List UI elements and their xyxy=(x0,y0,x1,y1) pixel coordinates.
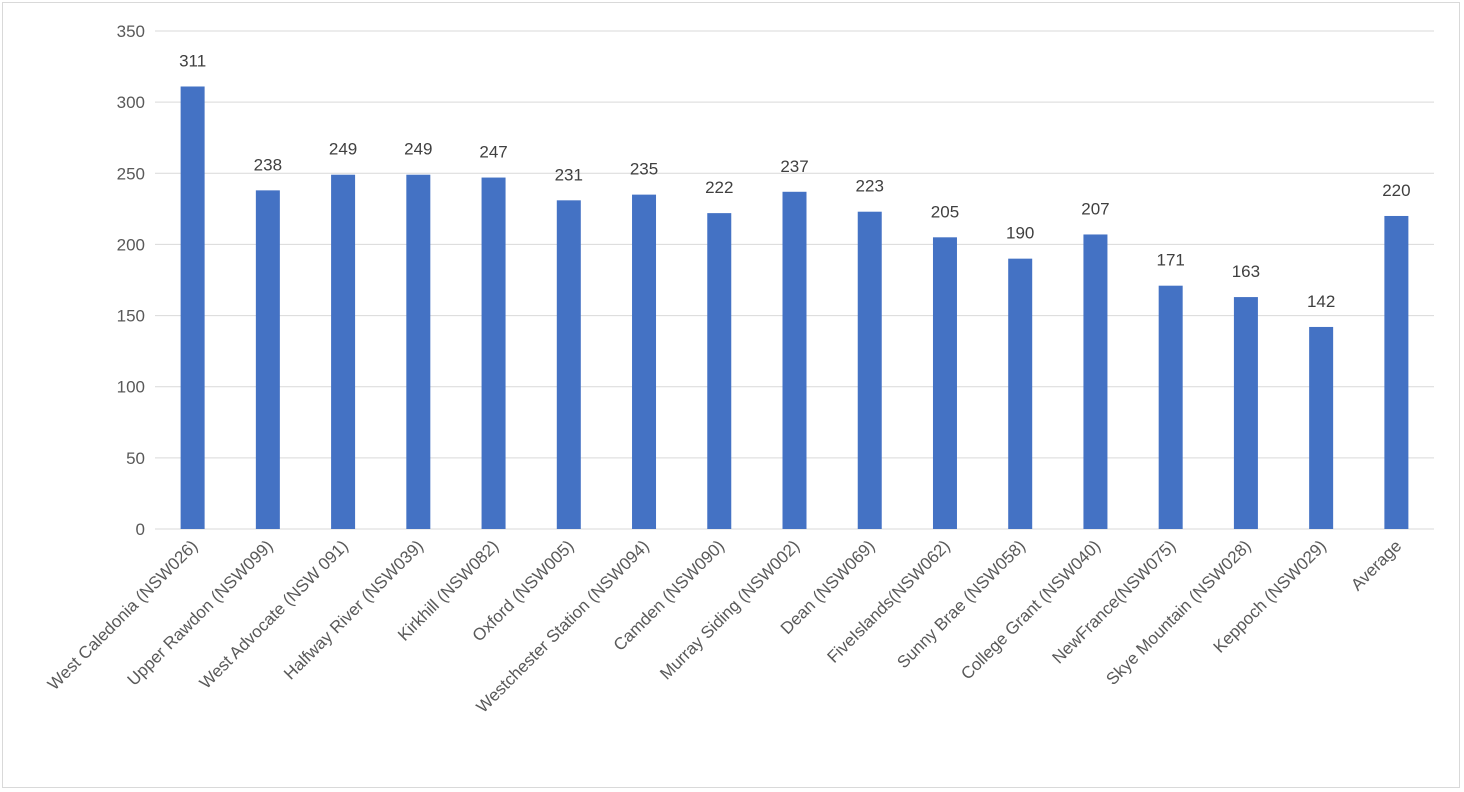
x-tick-label: Average xyxy=(1347,536,1405,594)
bar xyxy=(1008,258,1033,529)
bars xyxy=(180,86,1409,530)
bar xyxy=(1384,215,1409,529)
x-tick-label: Upper Rawdon (NSW099) xyxy=(124,536,277,689)
x-tick-label: FiveIslands(NSW062) xyxy=(823,536,953,666)
bar xyxy=(857,211,882,529)
data-label: 249 xyxy=(329,140,357,159)
y-tick-label: 300 xyxy=(117,93,145,112)
bar xyxy=(632,194,657,529)
data-label: 171 xyxy=(1156,251,1184,270)
bar xyxy=(932,237,957,530)
data-label: 222 xyxy=(705,178,733,197)
data-label: 142 xyxy=(1307,292,1335,311)
data-label: 238 xyxy=(254,155,282,174)
x-tick-label: Sunny Brae (NSW058) xyxy=(893,536,1029,672)
data-label: 190 xyxy=(1006,224,1034,243)
x-tick-label: NewFrance(NSW075) xyxy=(1049,536,1180,667)
x-axis-ticks: West Caledonia (NSW026)Upper Rawdon (NSW… xyxy=(44,536,1405,716)
bar xyxy=(180,86,205,530)
data-label: 311 xyxy=(179,51,206,70)
data-label: 249 xyxy=(404,140,432,159)
bar xyxy=(481,177,506,529)
x-tick-label: Murray Siding (NSW002) xyxy=(656,536,803,683)
y-axis-ticks: 0 50 100 150 200 250 300 350 xyxy=(117,22,145,539)
bar xyxy=(255,190,280,530)
bar xyxy=(406,174,431,530)
data-labels: 311 238 249 249 247 231 235 222 237 223 205 190 207 1… xyxy=(179,51,1411,310)
x-tick-label: West Advocate (NSW 091) xyxy=(196,536,352,692)
data-label: 220 xyxy=(1382,181,1410,200)
y-tick-label: 100 xyxy=(117,378,145,397)
data-label: 231 xyxy=(555,165,583,184)
data-label: 207 xyxy=(1081,199,1109,218)
x-tick-label: West Caledonia (NSW026) xyxy=(44,536,202,694)
data-label: 247 xyxy=(479,143,507,162)
bar xyxy=(707,213,732,529)
data-label: 205 xyxy=(931,202,959,221)
bar xyxy=(1158,285,1183,529)
y-tick-label: 150 xyxy=(117,307,145,326)
data-label: 223 xyxy=(856,177,884,196)
y-tick-label: 50 xyxy=(126,449,145,468)
data-label: 163 xyxy=(1232,262,1260,281)
bar xyxy=(1083,234,1108,529)
data-label: 235 xyxy=(630,160,658,179)
bar xyxy=(1309,326,1334,529)
y-tick-label: 350 xyxy=(117,22,145,41)
x-tick-label: Halfway River (NSW039) xyxy=(280,536,427,683)
x-tick-label: Skye Mountain (NSW028) xyxy=(1102,536,1254,688)
bar xyxy=(782,191,807,530)
bar xyxy=(556,200,581,529)
data-label: 237 xyxy=(780,157,808,176)
y-tick-label: 200 xyxy=(117,235,145,254)
bar xyxy=(1233,297,1258,529)
bar xyxy=(331,174,356,530)
y-tick-label: 250 xyxy=(117,164,145,183)
y-tick-label: 0 xyxy=(136,520,145,539)
x-tick-label: College Grant (NSW040) xyxy=(957,536,1104,683)
